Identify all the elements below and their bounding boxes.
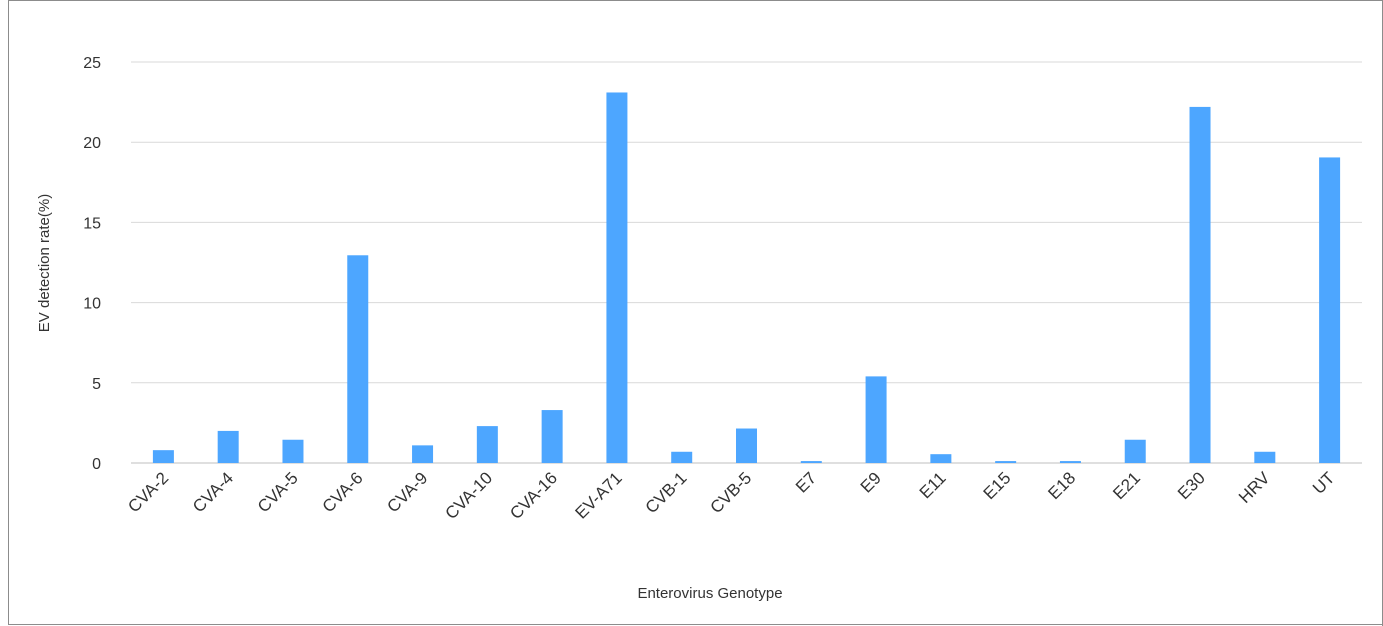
x-tick-label: UT	[1309, 468, 1338, 497]
bar-e7	[800, 461, 822, 463]
x-tick-label: E30	[1174, 468, 1209, 503]
bar-hrv	[1254, 451, 1276, 463]
x-tick-label: EV-A71	[572, 468, 626, 522]
x-tick-label: CVA-5	[254, 468, 302, 516]
bar-e15	[995, 461, 1017, 463]
bar-cva-9	[412, 445, 434, 463]
bar-cva-6	[347, 255, 369, 463]
bar-e18	[1059, 461, 1081, 463]
x-tick-label: CVB-5	[706, 468, 755, 517]
x-tick-label: CVA-6	[319, 468, 367, 516]
bar-e30	[1189, 106, 1211, 464]
bar-cvb-1	[671, 451, 693, 463]
x-tick-label: E21	[1109, 468, 1144, 503]
bar-cva-2	[152, 450, 174, 463]
bar-e9	[865, 376, 887, 463]
x-tick-label: E7	[792, 468, 820, 496]
x-tick-label: CVA-16	[506, 468, 561, 523]
x-tick-label: E15	[980, 468, 1015, 503]
y-tick-label: 10	[83, 296, 101, 313]
bar-cvb-5	[736, 428, 757, 463]
x-tick-label: CVB-1	[642, 468, 691, 517]
y-tick-label: 15	[83, 215, 101, 232]
y-tick-labels: 0 5 10 15 20 25	[83, 55, 101, 473]
x-tick-label: CVA-2	[124, 468, 172, 516]
bar-cva-16	[541, 410, 563, 463]
x-tick-label: E18	[1044, 468, 1079, 503]
y-tick-label: 0	[92, 456, 101, 473]
y-tick-label: 5	[92, 376, 101, 393]
gridlines	[131, 61, 1362, 464]
x-tick-labels: CVA-2 CVA-4 CVA-5 CVA-6 CVA-9 CVA-10 CVA-16 EV-…	[124, 468, 1338, 523]
bar-e21	[1124, 439, 1146, 463]
frame-top-border	[8, 0, 1383, 1]
bar-cva-4	[217, 430, 239, 463]
x-tick-label: CVA-4	[189, 468, 237, 516]
bars	[152, 92, 1341, 464]
x-tick-label: E11	[916, 468, 950, 502]
x-tick-label: CVA-10	[442, 468, 497, 523]
y-tick-label: 20	[83, 135, 101, 152]
bar-cva-5	[282, 439, 304, 463]
bar-ut	[1319, 157, 1341, 464]
x-tick-label: CVA-9	[383, 468, 431, 516]
y-tick-label: 25	[83, 55, 101, 72]
x-tick-label: E9	[857, 468, 885, 496]
bar-ev-a71	[606, 92, 628, 463]
x-axis-label: Enterovirus Genotype	[637, 585, 782, 602]
chart-frame	[8, 0, 1382, 625]
y-axis-label: EV detection rate(%)	[36, 194, 53, 332]
bar-e11	[930, 454, 952, 463]
bar-cva-10	[476, 426, 498, 463]
x-tick-label: HRV	[1235, 468, 1274, 507]
